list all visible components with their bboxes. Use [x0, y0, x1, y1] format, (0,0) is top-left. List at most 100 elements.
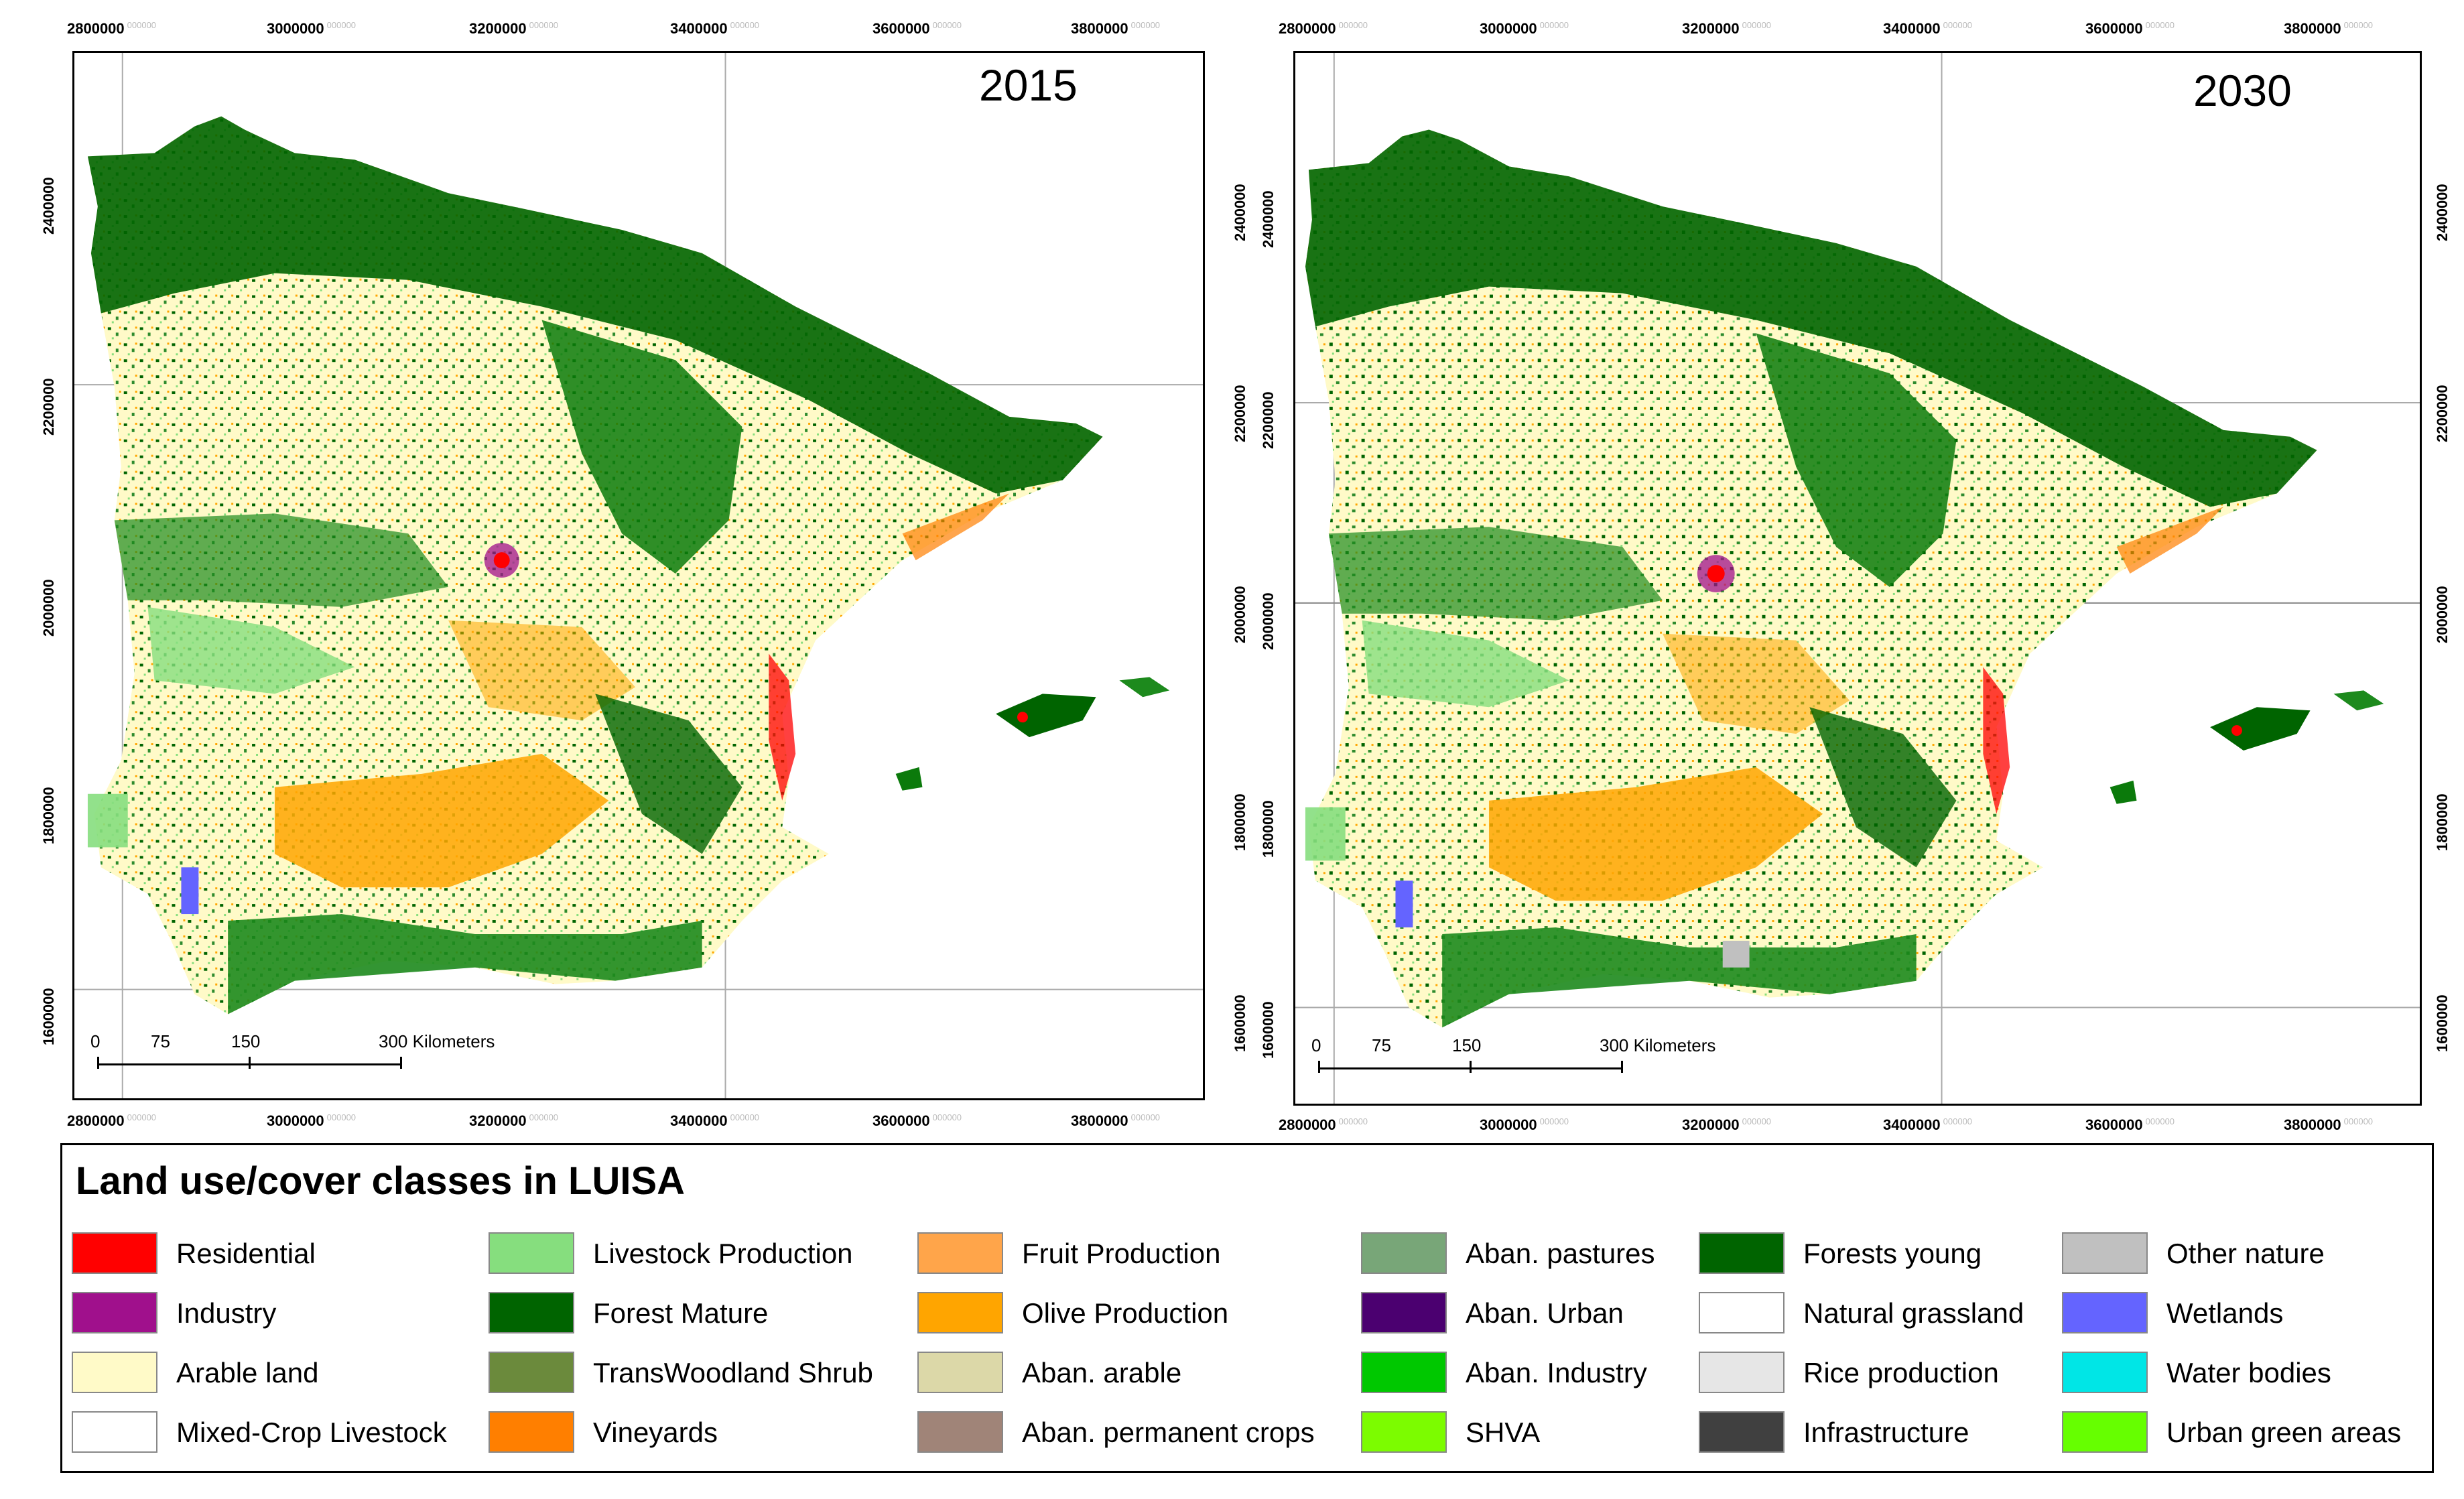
x-tick-top: 3800000 000000	[2284, 20, 2374, 37]
y-tick-right: 1800000	[2434, 793, 2451, 851]
spain-land-use-map-2015	[74, 53, 1203, 1098]
y-tick-left: 1600000	[40, 988, 57, 1045]
y-tick-right: 2200000	[1232, 385, 1248, 442]
x-tick-top: 3000000 000000	[1480, 20, 1569, 37]
legend-label: Vineyards	[593, 1417, 718, 1448]
legend-swatch	[2062, 1232, 2148, 1274]
legend: Land use/cover classes in LUISA Resident…	[60, 1143, 2434, 1473]
legend-label: Rice production	[1803, 1357, 1999, 1388]
y-tick-left: 1800000	[40, 787, 57, 844]
legend-label: Forest Mature	[593, 1297, 769, 1329]
legend-label: Fruit Production	[1022, 1238, 1221, 1269]
x-tick-top: 3000000 000000	[267, 20, 356, 37]
y-tick-left: 2400000	[40, 177, 57, 235]
legend-swatch	[2062, 1352, 2148, 1393]
y-tick-left: 1600000	[1260, 1001, 1277, 1059]
legend-label: Water bodies	[2166, 1357, 2331, 1388]
spain-land-use-map-2030	[1295, 53, 2420, 1104]
legend-label: TransWoodland Shrub	[593, 1357, 873, 1388]
legend-swatch	[489, 1411, 574, 1453]
y-tick-right: 1800000	[1232, 793, 1248, 851]
legend-label: SHVA	[1466, 1417, 1541, 1448]
scale-bar: 0 75 150 300 Kilometers	[1311, 1035, 1715, 1089]
x-tick-bottom: 2800000 000000	[1279, 1116, 1368, 1133]
x-tick-bottom: 3200000 000000	[469, 1112, 559, 1129]
legend-swatch	[72, 1352, 157, 1393]
scale-label: 150	[231, 1031, 261, 1051]
y-tick-left: 2200000	[1260, 391, 1277, 449]
legend-title: Land use/cover classes in LUISA	[76, 1159, 686, 1203]
legend-swatch	[489, 1292, 574, 1333]
scale-label: 300 Kilometers	[379, 1031, 495, 1051]
y-tick-left: 1800000	[1260, 800, 1277, 858]
scale-bar: 0 75 150 300 Kilometers	[90, 1031, 495, 1085]
legend-swatch	[1699, 1411, 1785, 1453]
x-tick-top: 2800000 000000	[67, 20, 157, 37]
y-tick-right: 2400000	[2434, 184, 2451, 241]
legend-swatch	[72, 1411, 157, 1453]
x-tick-bottom: 3800000 000000	[2284, 1116, 2374, 1133]
scale-label: 0	[1311, 1035, 1321, 1055]
legend-swatch	[72, 1232, 157, 1274]
x-tick-top: 2800000 000000	[1279, 20, 1368, 37]
legend-label: Other nature	[2166, 1238, 2325, 1269]
x-tick-bottom: 3200000 000000	[1682, 1116, 1772, 1133]
scale-label: 300 Kilometers	[1600, 1035, 1716, 1055]
y-tick-left: 2000000	[1260, 592, 1277, 650]
legend-label: Arable land	[176, 1357, 319, 1388]
y-tick-right: 2000000	[2434, 586, 2451, 643]
y-tick-right: 1600000	[2434, 994, 2451, 1052]
x-tick-bottom: 3000000 000000	[267, 1112, 356, 1129]
legend-label: Livestock Production	[593, 1238, 853, 1269]
legend-swatch	[1361, 1292, 1447, 1333]
legend-swatch	[72, 1292, 157, 1333]
y-tick-left: 2400000	[1260, 190, 1277, 248]
legend-swatch	[1361, 1352, 1447, 1393]
legend-swatch	[2062, 1292, 2148, 1333]
legend-swatch	[1699, 1232, 1785, 1274]
x-tick-bottom: 3600000 000000	[2085, 1116, 2175, 1133]
legend-label: Residential	[176, 1238, 316, 1269]
y-tick-left: 2200000	[40, 378, 57, 436]
legend-swatch	[1699, 1292, 1785, 1333]
scale-label: 150	[1452, 1035, 1482, 1055]
legend-swatch	[1361, 1232, 1447, 1274]
legend-label: Wetlands	[2166, 1297, 2284, 1329]
x-tick-top: 3200000 000000	[469, 20, 559, 37]
x-tick-top: 3200000 000000	[1682, 20, 1772, 37]
x-tick-top: 3400000 000000	[670, 20, 760, 37]
y-tick-right: 2200000	[2434, 385, 2451, 442]
map-year-label: 2015	[979, 60, 1078, 110]
y-tick-right: 2000000	[1232, 586, 1248, 643]
y-tick-right: 1600000	[1232, 994, 1248, 1052]
y-tick-left: 2000000	[40, 579, 57, 637]
legend-swatch	[1361, 1411, 1447, 1453]
x-tick-bottom: 3400000 000000	[1883, 1116, 1973, 1133]
legend-swatch	[917, 1292, 1003, 1333]
legend-swatch	[2062, 1411, 2148, 1453]
legend-label: Forests young	[1803, 1238, 1982, 1269]
legend-label: Urban green areas	[2166, 1417, 2402, 1448]
legend-swatch	[489, 1232, 574, 1274]
legend-label: Aban. arable	[1022, 1357, 1182, 1388]
legend-swatch	[1699, 1352, 1785, 1393]
x-tick-top: 3600000 000000	[2085, 20, 2175, 37]
legend-label: Aban. permanent crops	[1022, 1417, 1315, 1448]
legend-label: Mixed-Crop Livestock	[176, 1417, 447, 1448]
scale-label: 75	[1372, 1035, 1391, 1055]
map-frame-2015: 2015 0 75 150 300 Kilometers	[72, 51, 1205, 1100]
scale-label: 0	[90, 1031, 101, 1051]
y-tick-right: 2400000	[1232, 184, 1248, 241]
legend-label: Aban. pastures	[1466, 1238, 1655, 1269]
map-frame-2030: 2030 0 75 150 300 Kilometers	[1293, 51, 2422, 1106]
legend-label: Aban. Urban	[1466, 1297, 1624, 1329]
legend-swatch	[917, 1232, 1003, 1274]
x-tick-top: 3600000 000000	[872, 20, 962, 37]
legend-swatch	[489, 1352, 574, 1393]
x-tick-top: 3800000 000000	[1071, 20, 1161, 37]
legend-label: Infrastructure	[1803, 1417, 1969, 1448]
map-year-label: 2030	[2193, 66, 2292, 115]
legend-label: Natural grassland	[1803, 1297, 2024, 1329]
legend-swatch	[917, 1411, 1003, 1453]
x-tick-bottom: 3800000 000000	[1071, 1112, 1161, 1129]
